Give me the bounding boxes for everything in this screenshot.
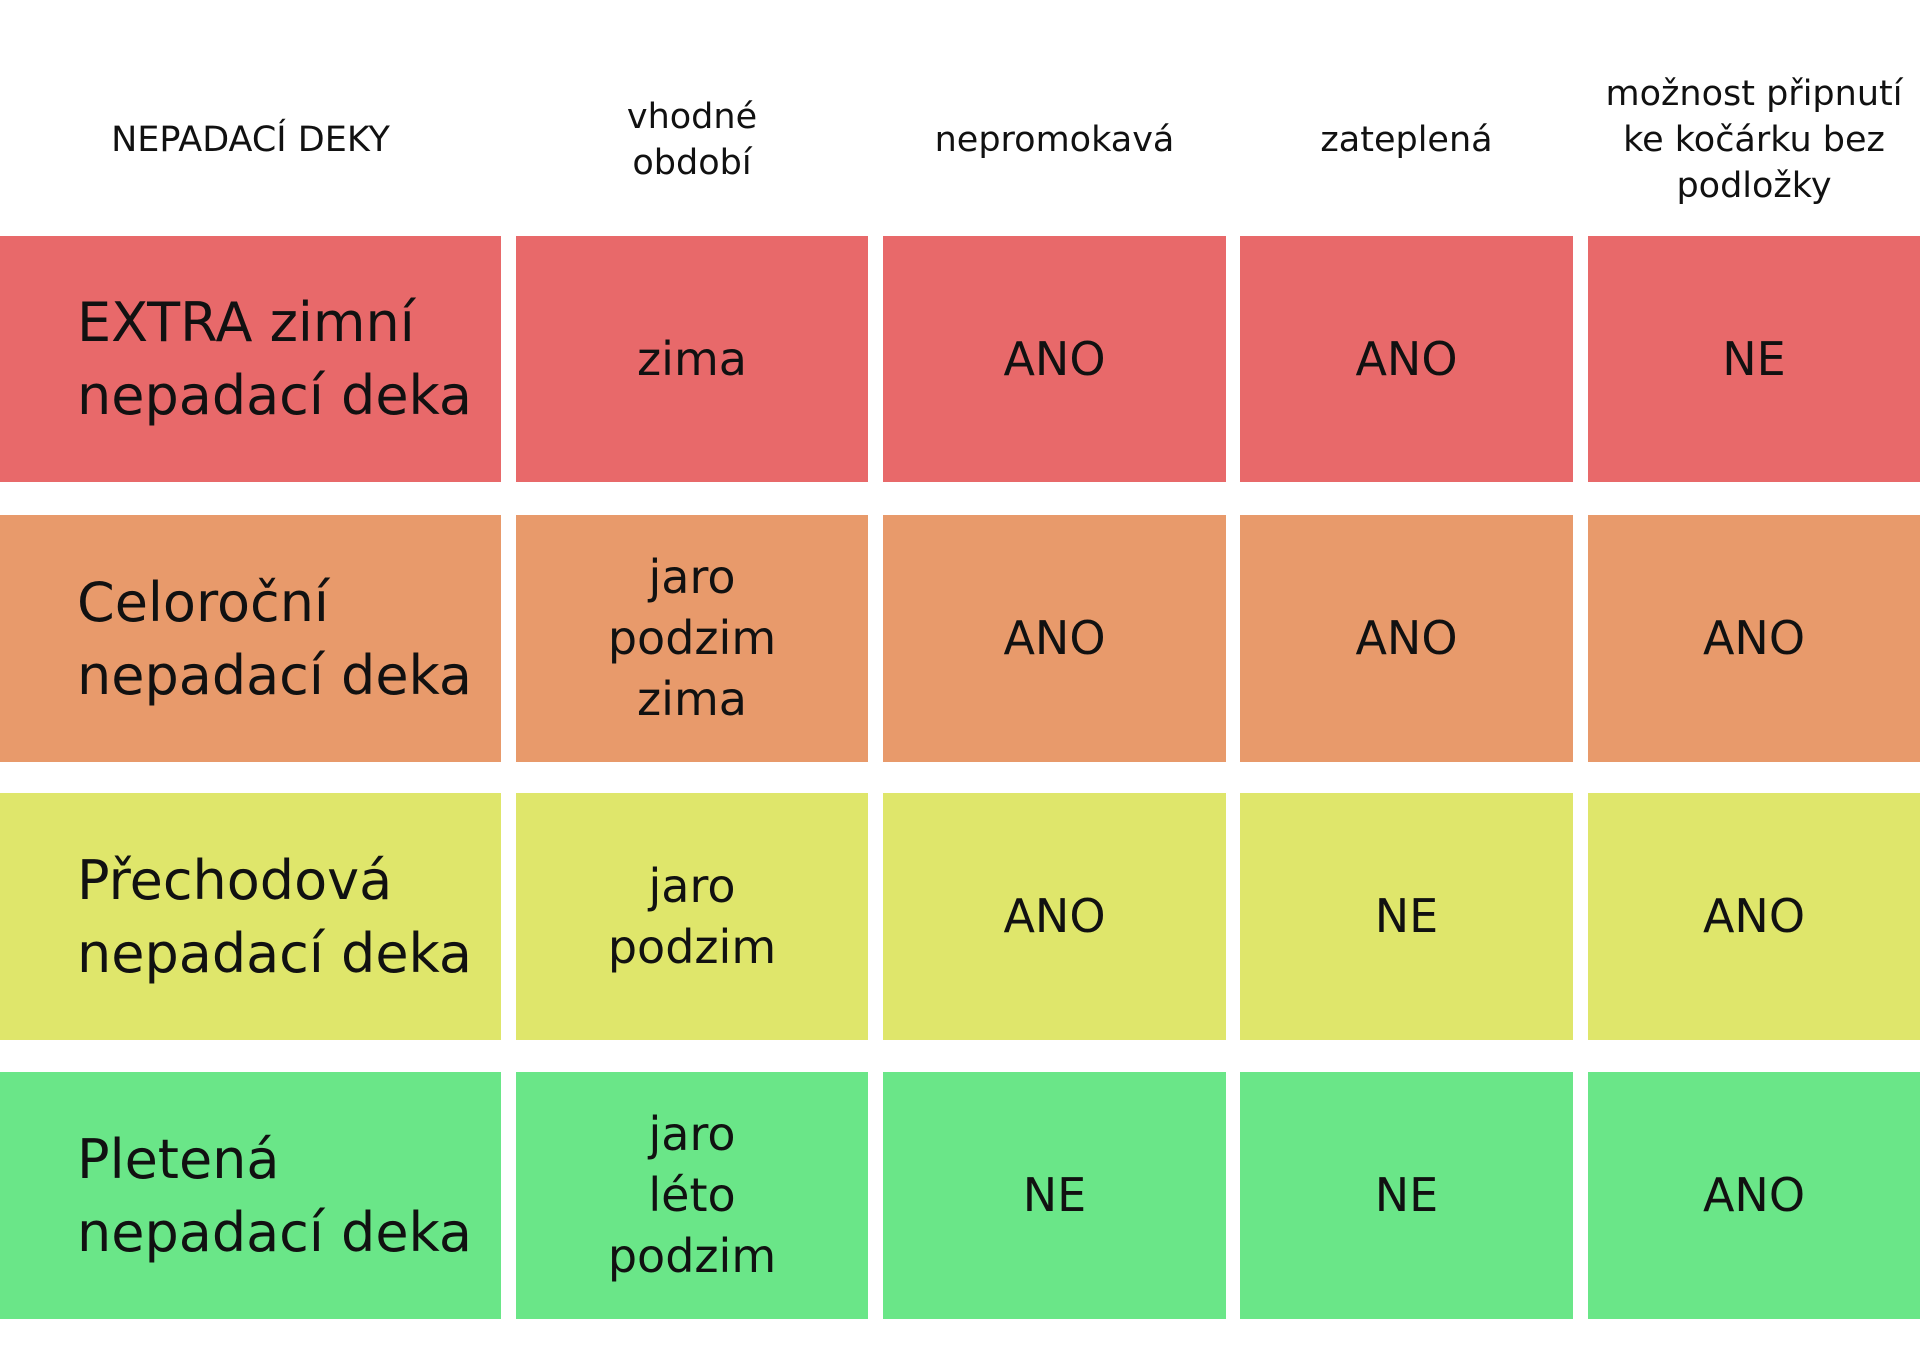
header-insulated: zateplená [1320,120,1493,160]
header-waterproof: nepromokavá [934,120,1175,160]
cell-waterproof: ANO [883,236,1226,482]
cell-season: jaro léto podzim [516,1072,868,1319]
cell-insulated: ANO [1240,515,1573,762]
header-product: NEPADACÍ DEKY [111,120,390,160]
cell-product-name: Pletená nepadací deka [0,1072,501,1319]
cell-stroller-attach: ANO [1588,515,1920,762]
cell-waterproof: ANO [883,793,1226,1040]
cell-stroller-attach: ANO [1588,1072,1920,1319]
cell-insulated: ANO [1240,236,1573,482]
cell-waterproof: ANO [883,515,1226,762]
cell-insulated: NE [1240,1072,1573,1319]
cell-season: zima [516,236,868,482]
cell-product-name: Celoroční nepadací deka [0,515,501,762]
cell-waterproof: NE [883,1072,1226,1319]
cell-stroller-attach: ANO [1588,793,1920,1040]
header-stroller-attach: možnost připnutí ke kočárku bez podložky [1605,74,1903,206]
cell-insulated: NE [1240,793,1573,1040]
cell-stroller-attach: NE [1588,236,1920,482]
cell-season: jaro podzim zima [516,515,868,762]
cell-season: jaro podzim [516,793,868,1040]
cell-product-name: Přechodová nepadací deka [0,793,501,1040]
header-season: vhodné období [626,97,758,183]
cell-product-name: EXTRA zimní nepadací deka [0,236,501,482]
